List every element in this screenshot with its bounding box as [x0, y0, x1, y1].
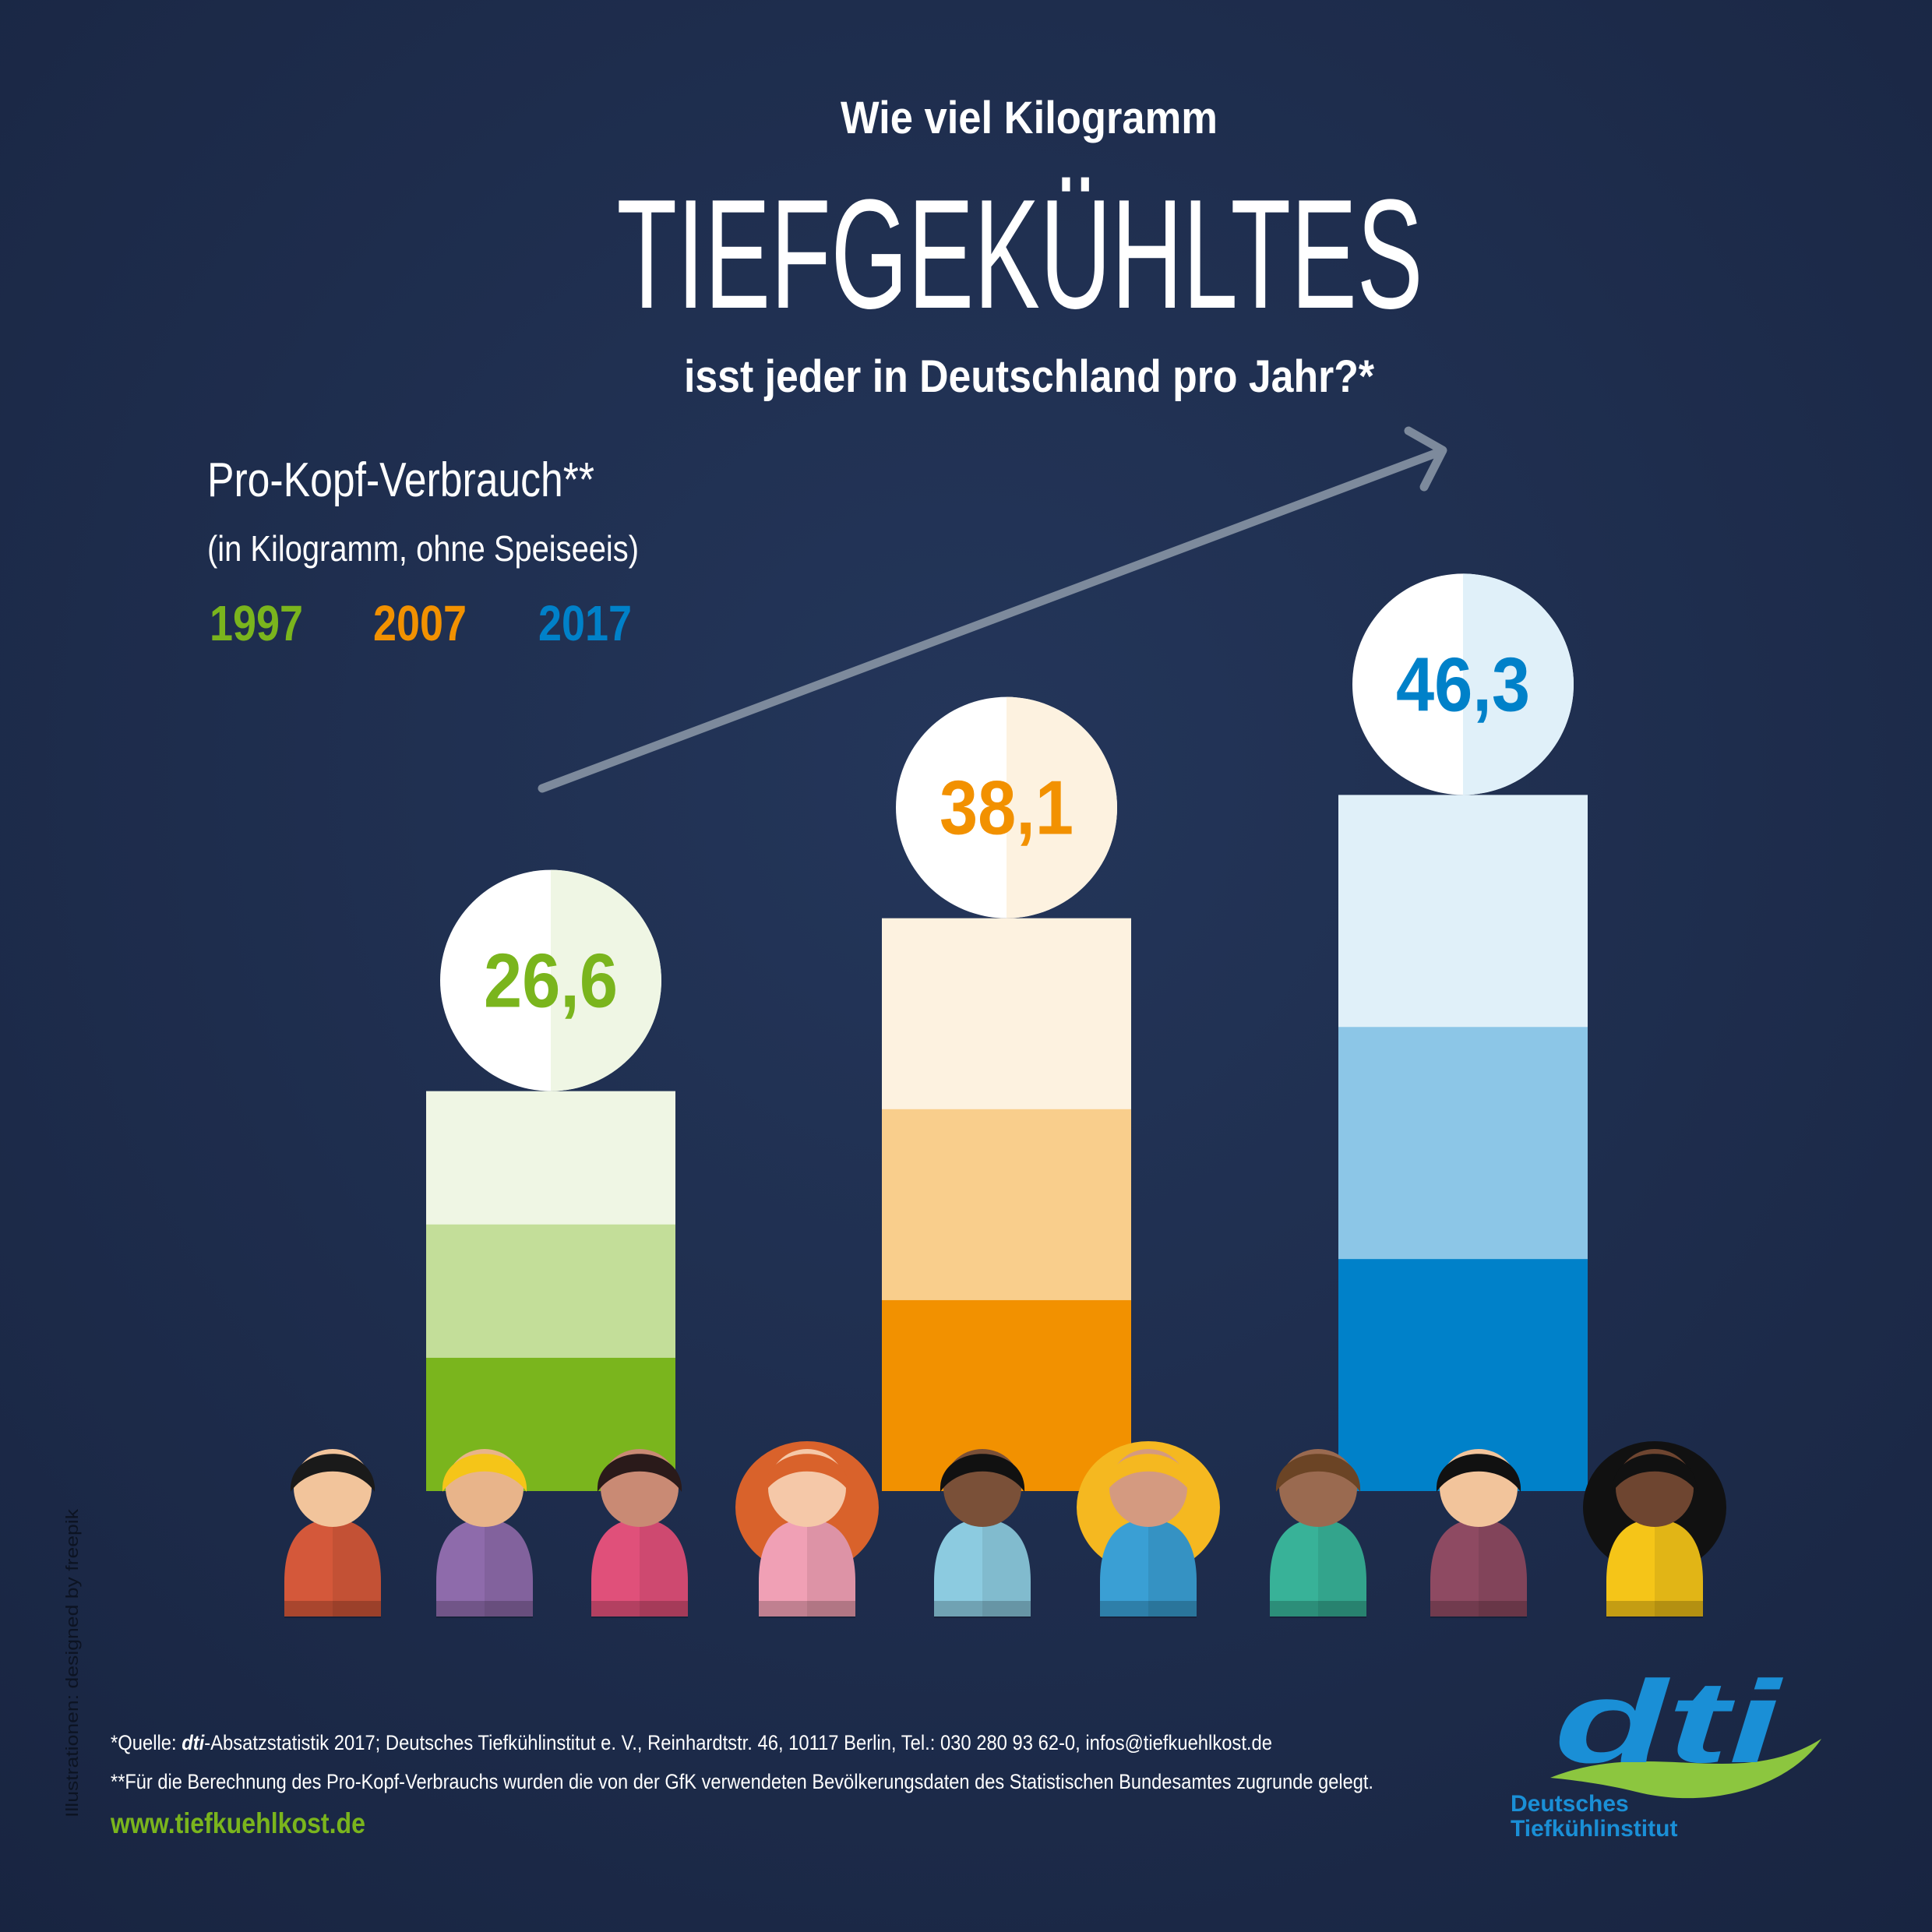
- source-note: *Quelle: dti-Absatzstatistik 2017; Deuts…: [111, 1731, 1272, 1754]
- value-label: 26,6: [484, 938, 618, 1024]
- bar-band: [426, 1224, 675, 1358]
- person-base: [591, 1601, 688, 1618]
- unit-note: (in Kilogramm, ohne Speiseeis): [207, 528, 639, 569]
- person-shade: [1655, 1519, 1703, 1616]
- person-shade: [333, 1519, 381, 1616]
- person: [284, 1449, 381, 1618]
- person-hair: [1275, 1454, 1361, 1492]
- person: [735, 1441, 879, 1618]
- person-body: [1606, 1519, 1703, 1616]
- logo-swoosh: [1550, 1739, 1821, 1799]
- person-hair: [1436, 1454, 1521, 1492]
- person-base: [1430, 1601, 1527, 1618]
- person-body: [1100, 1519, 1197, 1616]
- footnote: **Für die Berechnung des Pro-Kopf-Verbra…: [111, 1770, 1373, 1793]
- person-base: [284, 1601, 381, 1618]
- person-base: [1270, 1601, 1366, 1618]
- person: [1583, 1441, 1726, 1618]
- credit: Illustrationen: designed by freepik: [62, 1508, 82, 1817]
- person-hair: [1105, 1454, 1191, 1492]
- person-base: [1606, 1601, 1703, 1618]
- logo-line: Tiefkühlinstitut: [1511, 1816, 1677, 1842]
- person-body: [591, 1519, 688, 1616]
- person: [1270, 1449, 1366, 1618]
- person-base: [934, 1601, 1031, 1618]
- logo-line: Deutsches: [1511, 1791, 1629, 1817]
- value-label: 46,3: [1396, 641, 1530, 727]
- person-shade: [982, 1519, 1031, 1616]
- person: [591, 1449, 688, 1618]
- person-hair: [940, 1454, 1025, 1492]
- source-brand: dti: [182, 1731, 204, 1754]
- person-body: [1270, 1519, 1366, 1616]
- year-label: 2007: [373, 595, 467, 651]
- person: [1430, 1449, 1527, 1618]
- person-hair: [597, 1454, 682, 1492]
- person-shade: [485, 1519, 533, 1616]
- value-label: 38,1: [940, 765, 1074, 851]
- bar-band: [882, 1109, 1131, 1300]
- person-body: [934, 1519, 1031, 1616]
- website: www.tiefkuehlkost.de: [110, 1807, 365, 1839]
- person-body: [759, 1519, 855, 1616]
- source-prefix: *Quelle:: [111, 1731, 182, 1754]
- title: TIEFGEKÜHLTES: [617, 167, 1423, 341]
- year-label: 1997: [210, 595, 303, 651]
- person-hair: [764, 1454, 850, 1492]
- person-shade: [1318, 1519, 1366, 1616]
- trend-arrow: [538, 426, 1447, 793]
- subtitle: Pro-Kopf-Verbrauch**: [207, 453, 594, 507]
- title-top: Wie viel Kilogramm: [841, 93, 1218, 143]
- person-shade: [640, 1519, 688, 1616]
- person-body: [436, 1519, 533, 1616]
- value-badge-half: [551, 869, 661, 1091]
- person-hair: [1612, 1454, 1698, 1492]
- source-text: -Absatzstatistik 2017; Deutsches Tiefküh…: [204, 1731, 1272, 1754]
- year-label: 2017: [538, 595, 632, 651]
- person: [1077, 1441, 1220, 1618]
- person-base: [1100, 1601, 1197, 1618]
- value-badge-half: [1463, 573, 1574, 795]
- person: [934, 1449, 1031, 1618]
- bar-band: [1338, 1027, 1588, 1260]
- logo-mark: dti: [1554, 1656, 1784, 1787]
- person-base: [436, 1601, 533, 1618]
- value-badge-half: [1007, 696, 1117, 918]
- person-base: [759, 1601, 855, 1618]
- person-shade: [807, 1519, 855, 1616]
- person-hair: [290, 1454, 375, 1492]
- person-shade: [1148, 1519, 1197, 1616]
- person-body: [1430, 1519, 1527, 1616]
- person: [436, 1449, 533, 1618]
- logo: dti Deutsches Tiefkühlinstitut: [1511, 1656, 1821, 1842]
- person-body: [284, 1519, 381, 1616]
- people-illustration: [284, 1441, 1726, 1618]
- title-bottom: isst jeder in Deutschland pro Jahr?*: [684, 351, 1374, 402]
- person-hair: [442, 1454, 527, 1492]
- person-shade: [1479, 1519, 1527, 1616]
